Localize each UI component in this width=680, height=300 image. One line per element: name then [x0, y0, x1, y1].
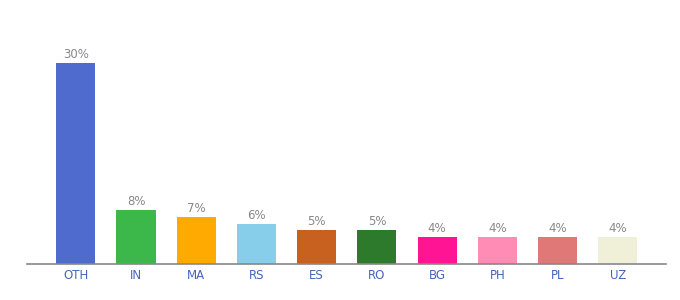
Bar	[598, 237, 637, 264]
Text: 5%: 5%	[368, 215, 386, 229]
Text: 30%: 30%	[63, 48, 89, 61]
Text: 7%: 7%	[187, 202, 205, 215]
Bar	[418, 237, 457, 264]
Bar	[478, 237, 517, 264]
Bar	[538, 237, 577, 264]
Text: 4%: 4%	[548, 222, 567, 235]
Bar	[237, 224, 276, 264]
Text: 6%: 6%	[247, 209, 266, 222]
Text: 5%: 5%	[307, 215, 326, 229]
Text: 8%: 8%	[126, 195, 146, 208]
Bar	[56, 63, 95, 264]
Text: 4%: 4%	[428, 222, 447, 235]
Text: 4%: 4%	[488, 222, 507, 235]
Text: 4%: 4%	[609, 222, 627, 235]
Bar	[177, 217, 216, 264]
Bar	[116, 210, 156, 264]
Bar	[297, 230, 337, 264]
Bar	[357, 230, 396, 264]
